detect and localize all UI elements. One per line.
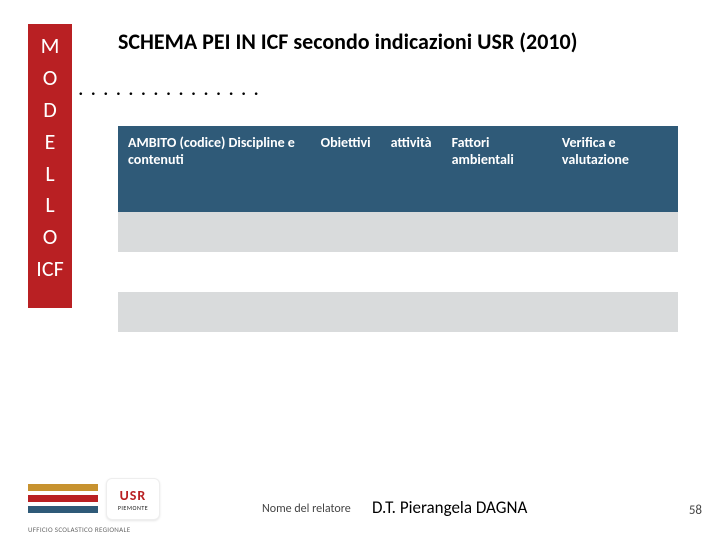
sidebar-letter: O (43, 62, 58, 94)
col-ambito: AMBITO (codice) Discipline e contenuti (118, 126, 311, 212)
page-number: 58 (689, 503, 702, 518)
region-text: PIEMONTE (118, 504, 148, 512)
table-header-row: AMBITO (codice) Discipline e contenuti O… (118, 126, 678, 212)
sidebar-letter: L (45, 189, 54, 221)
stripes-icon (28, 480, 98, 518)
sidebar-letter: M (41, 30, 60, 62)
dotted-line: . . . . . . . . . . . . . . . (78, 74, 260, 101)
col-obiettivi: Obiettivi (311, 126, 381, 212)
footer-label: Nome del relatore (262, 502, 351, 516)
sidebar-modello-icf: M O D E L L O ICF (28, 24, 72, 308)
sidebar-letter: L (45, 158, 54, 190)
col-verifica: Verifica e valutazione (552, 126, 678, 212)
schema-table: AMBITO (codice) Discipline e contenuti O… (118, 126, 678, 332)
sidebar-letter: E (45, 126, 56, 158)
usr-badge: USR PIEMONTE (106, 478, 160, 520)
sidebar-letter: D (43, 94, 57, 126)
col-fattori: Fattori ambientali (442, 126, 552, 212)
page-title: SCHEMA PEI IN ICF secondo indicazioni US… (118, 28, 578, 55)
sidebar-letter: ICF (36, 253, 63, 285)
table-row (118, 292, 678, 332)
table-row (118, 252, 678, 292)
usr-text: USR (120, 487, 147, 504)
footer-presenter: D.T. Pierangela DAGNA (372, 497, 527, 518)
col-attivita: attività (381, 126, 442, 212)
office-label: UFFICIO SCOLASTICO REGIONALE (28, 525, 130, 534)
logo-block: USR PIEMONTE (28, 478, 160, 520)
table-row (118, 212, 678, 252)
sidebar-letter: O (43, 221, 58, 253)
